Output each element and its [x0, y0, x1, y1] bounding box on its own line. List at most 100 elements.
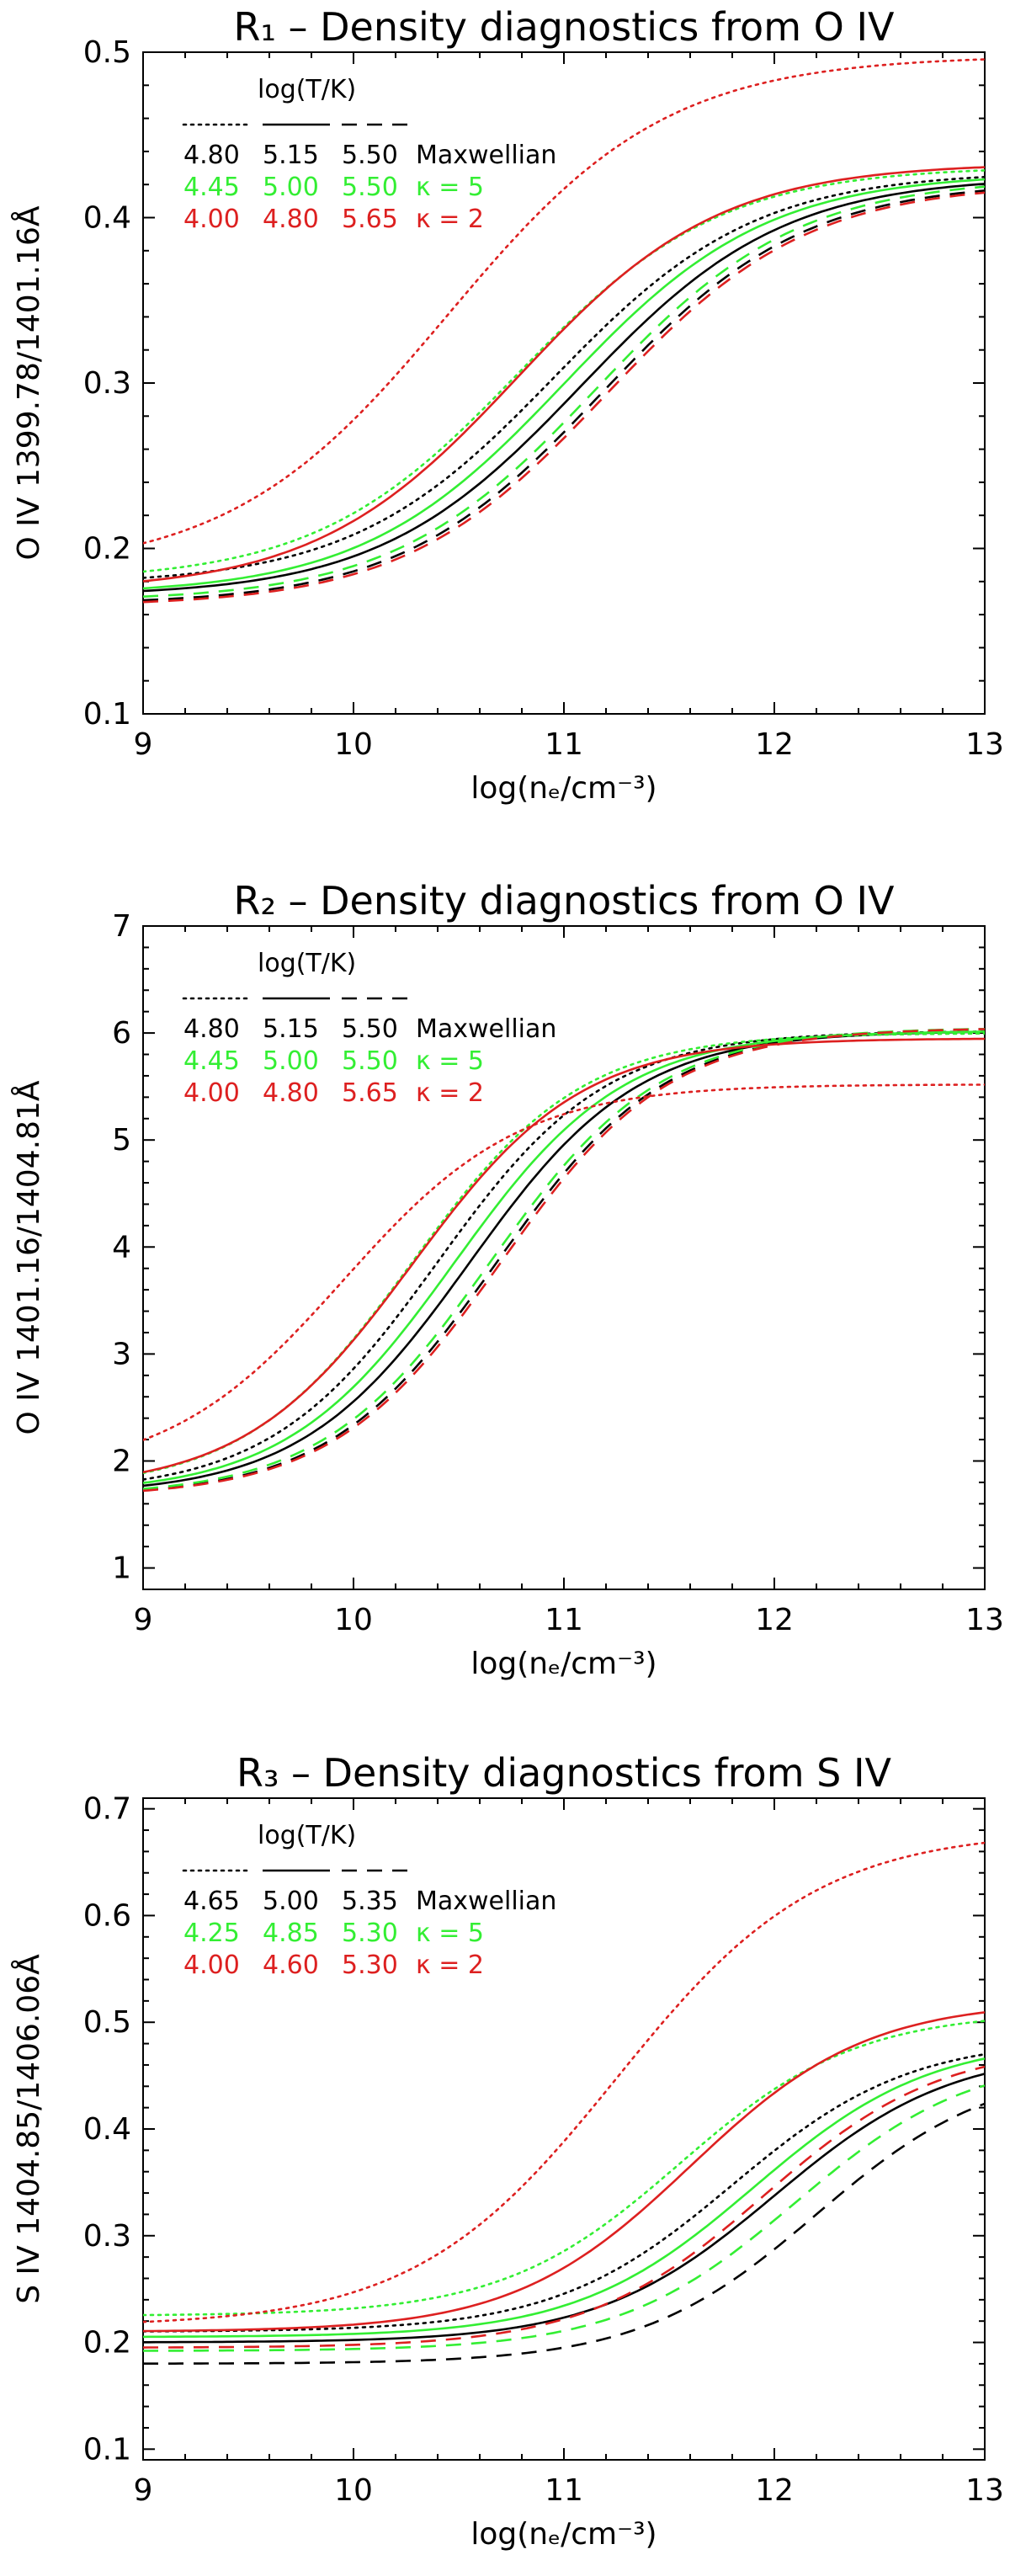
x-tick-label: 12 — [755, 1603, 794, 1637]
legend-temperature-value: 4.60 — [263, 1951, 319, 1980]
legend-label: Maxwellian — [416, 141, 556, 170]
series-line — [143, 2084, 985, 2352]
y-tick-label: 0.4 — [83, 2112, 131, 2147]
y-tick-label: 0.7 — [83, 1792, 131, 1827]
y-tick-label: 0.2 — [83, 2326, 131, 2360]
series-line — [143, 175, 985, 579]
legend-label: Maxwellian — [416, 1014, 556, 1044]
y-tick-label: 0.3 — [83, 366, 131, 401]
series-line — [143, 1037, 985, 1474]
series-line — [143, 1083, 985, 1441]
legend-temperature-value: 4.25 — [183, 1919, 240, 1948]
y-axis-label: S IV 1404.85/1406.06Å — [10, 1954, 46, 2304]
legend-temperature-value: 5.35 — [342, 1887, 398, 1916]
x-tick-label: 11 — [545, 727, 583, 762]
series-line — [143, 166, 985, 583]
curves-group — [143, 58, 985, 604]
legend-temperature-value: 5.50 — [342, 173, 398, 202]
x-tick-label: 11 — [545, 2473, 583, 2508]
series-line — [143, 2052, 985, 2333]
legend-temperature-value: 4.00 — [183, 205, 240, 234]
x-tick-label: 10 — [334, 2473, 373, 2508]
legend-label: Maxwellian — [416, 1887, 556, 1916]
x-tick-label: 9 — [134, 1603, 153, 1637]
series-line — [143, 185, 985, 598]
x-tick-label: 10 — [334, 727, 373, 762]
y-tick-label: 4 — [112, 1230, 131, 1264]
legend-temperature-value: 5.00 — [263, 1887, 319, 1916]
legend-header: log(T/K) — [258, 949, 356, 978]
chart-panel-r3: R₃ – Density diagnostics from S IV 9 10 11 1… — [10, 1750, 1004, 2552]
y-axis-label: O IV 1399.78/1401.16Å — [10, 205, 46, 560]
series-line — [143, 178, 985, 590]
x-tick-label: 11 — [545, 1603, 583, 1637]
series-line — [143, 1030, 985, 1484]
legend-temperature-value: 5.65 — [342, 1078, 398, 1108]
x-tick-label: 12 — [755, 2473, 794, 2508]
x-tick-label: 9 — [134, 2473, 153, 2508]
legend-temperature-value: 5.15 — [263, 1014, 319, 1044]
series-line — [143, 1032, 985, 1475]
series-line — [143, 189, 985, 602]
y-tick-label: 2 — [112, 1444, 131, 1478]
series-line — [143, 2057, 985, 2339]
legend-temperature-value: 5.65 — [342, 205, 398, 234]
x-tick-label: 12 — [755, 727, 794, 762]
x-axis-label: log(nₑ/cm⁻³) — [470, 1647, 656, 1681]
series-line — [143, 58, 985, 545]
legend-temperature-value: 4.00 — [183, 1078, 240, 1108]
y-tick-label: 0.4 — [83, 201, 131, 236]
legend-temperature-value: 5.15 — [263, 141, 319, 170]
y-tick-label: 0.5 — [83, 2005, 131, 2040]
legend-temperature-value: 5.30 — [342, 1919, 398, 1948]
legend-temperature-value: 5.50 — [342, 1014, 398, 1044]
legend-temperature-value: 4.80 — [263, 205, 319, 234]
legend-temperature-value: 5.30 — [342, 1951, 398, 1980]
legend-temperature-value: 5.50 — [342, 1046, 398, 1076]
series-line — [143, 191, 985, 604]
chart-title: R₁ – Density diagnostics from O IV — [233, 4, 895, 50]
legend-temperature-value: 5.00 — [263, 1046, 319, 1076]
legend-temperature-value: 5.00 — [263, 173, 319, 202]
x-tick-label: 13 — [965, 727, 1004, 762]
legend-temperature-value: 4.80 — [183, 141, 240, 170]
legend-temperature-value: 5.50 — [342, 141, 398, 170]
series-line — [143, 2065, 985, 2349]
legend-temperature-value: 4.45 — [183, 173, 240, 202]
y-tick-label: 0.2 — [83, 532, 131, 567]
legend-temperature-value: 4.80 — [183, 1014, 240, 1044]
legend-temperature-value: 4.00 — [183, 1951, 240, 1980]
series-line — [143, 169, 985, 573]
y-tick-label: 5 — [112, 1123, 131, 1158]
chart-panel-r1: R₁ – Density diagnostics from O IV 9 10 11 1… — [10, 4, 1004, 806]
y-tick-label: 0.5 — [83, 35, 131, 70]
legend-label: κ = 5 — [416, 173, 484, 202]
legend-header: log(T/K) — [258, 1821, 356, 1850]
y-tick-label: 1 — [112, 1551, 131, 1586]
legend-temperature-value: 4.85 — [263, 1919, 319, 1948]
y-tick-label: 0.1 — [83, 2432, 131, 2467]
legend-temperature-value: 4.80 — [263, 1078, 319, 1108]
legend-header: log(T/K) — [258, 75, 356, 104]
x-tick-label: 13 — [965, 1603, 1004, 1637]
legend-label: κ = 5 — [416, 1046, 484, 1076]
series-line — [143, 2102, 985, 2365]
chart-panel-r2: R₂ – Density diagnostics from O IV9 10 11 1… — [10, 878, 1004, 1681]
legend-label: κ = 2 — [416, 1951, 484, 1980]
series-line — [143, 1841, 985, 2323]
chart-title: R₃ – Density diagnostics from S IV — [237, 1750, 892, 1796]
y-tick-label: 6 — [112, 1016, 131, 1051]
y-tick-label: 0.1 — [83, 697, 131, 732]
series-line — [143, 183, 985, 593]
legend-label: κ = 5 — [416, 1919, 484, 1948]
legend-temperature-value: 4.45 — [183, 1046, 240, 1076]
series-line — [143, 2011, 985, 2333]
chart-title: R₂ – Density diagnostics from O IV — [233, 878, 895, 923]
y-tick-label: 0.3 — [83, 2219, 131, 2254]
y-tick-label: 3 — [112, 1337, 131, 1371]
y-tick-label: 0.6 — [83, 1898, 131, 1933]
series-line — [143, 2020, 985, 2317]
x-tick-label: 10 — [334, 1603, 373, 1637]
legend-temperature-value: 4.65 — [183, 1887, 240, 1916]
